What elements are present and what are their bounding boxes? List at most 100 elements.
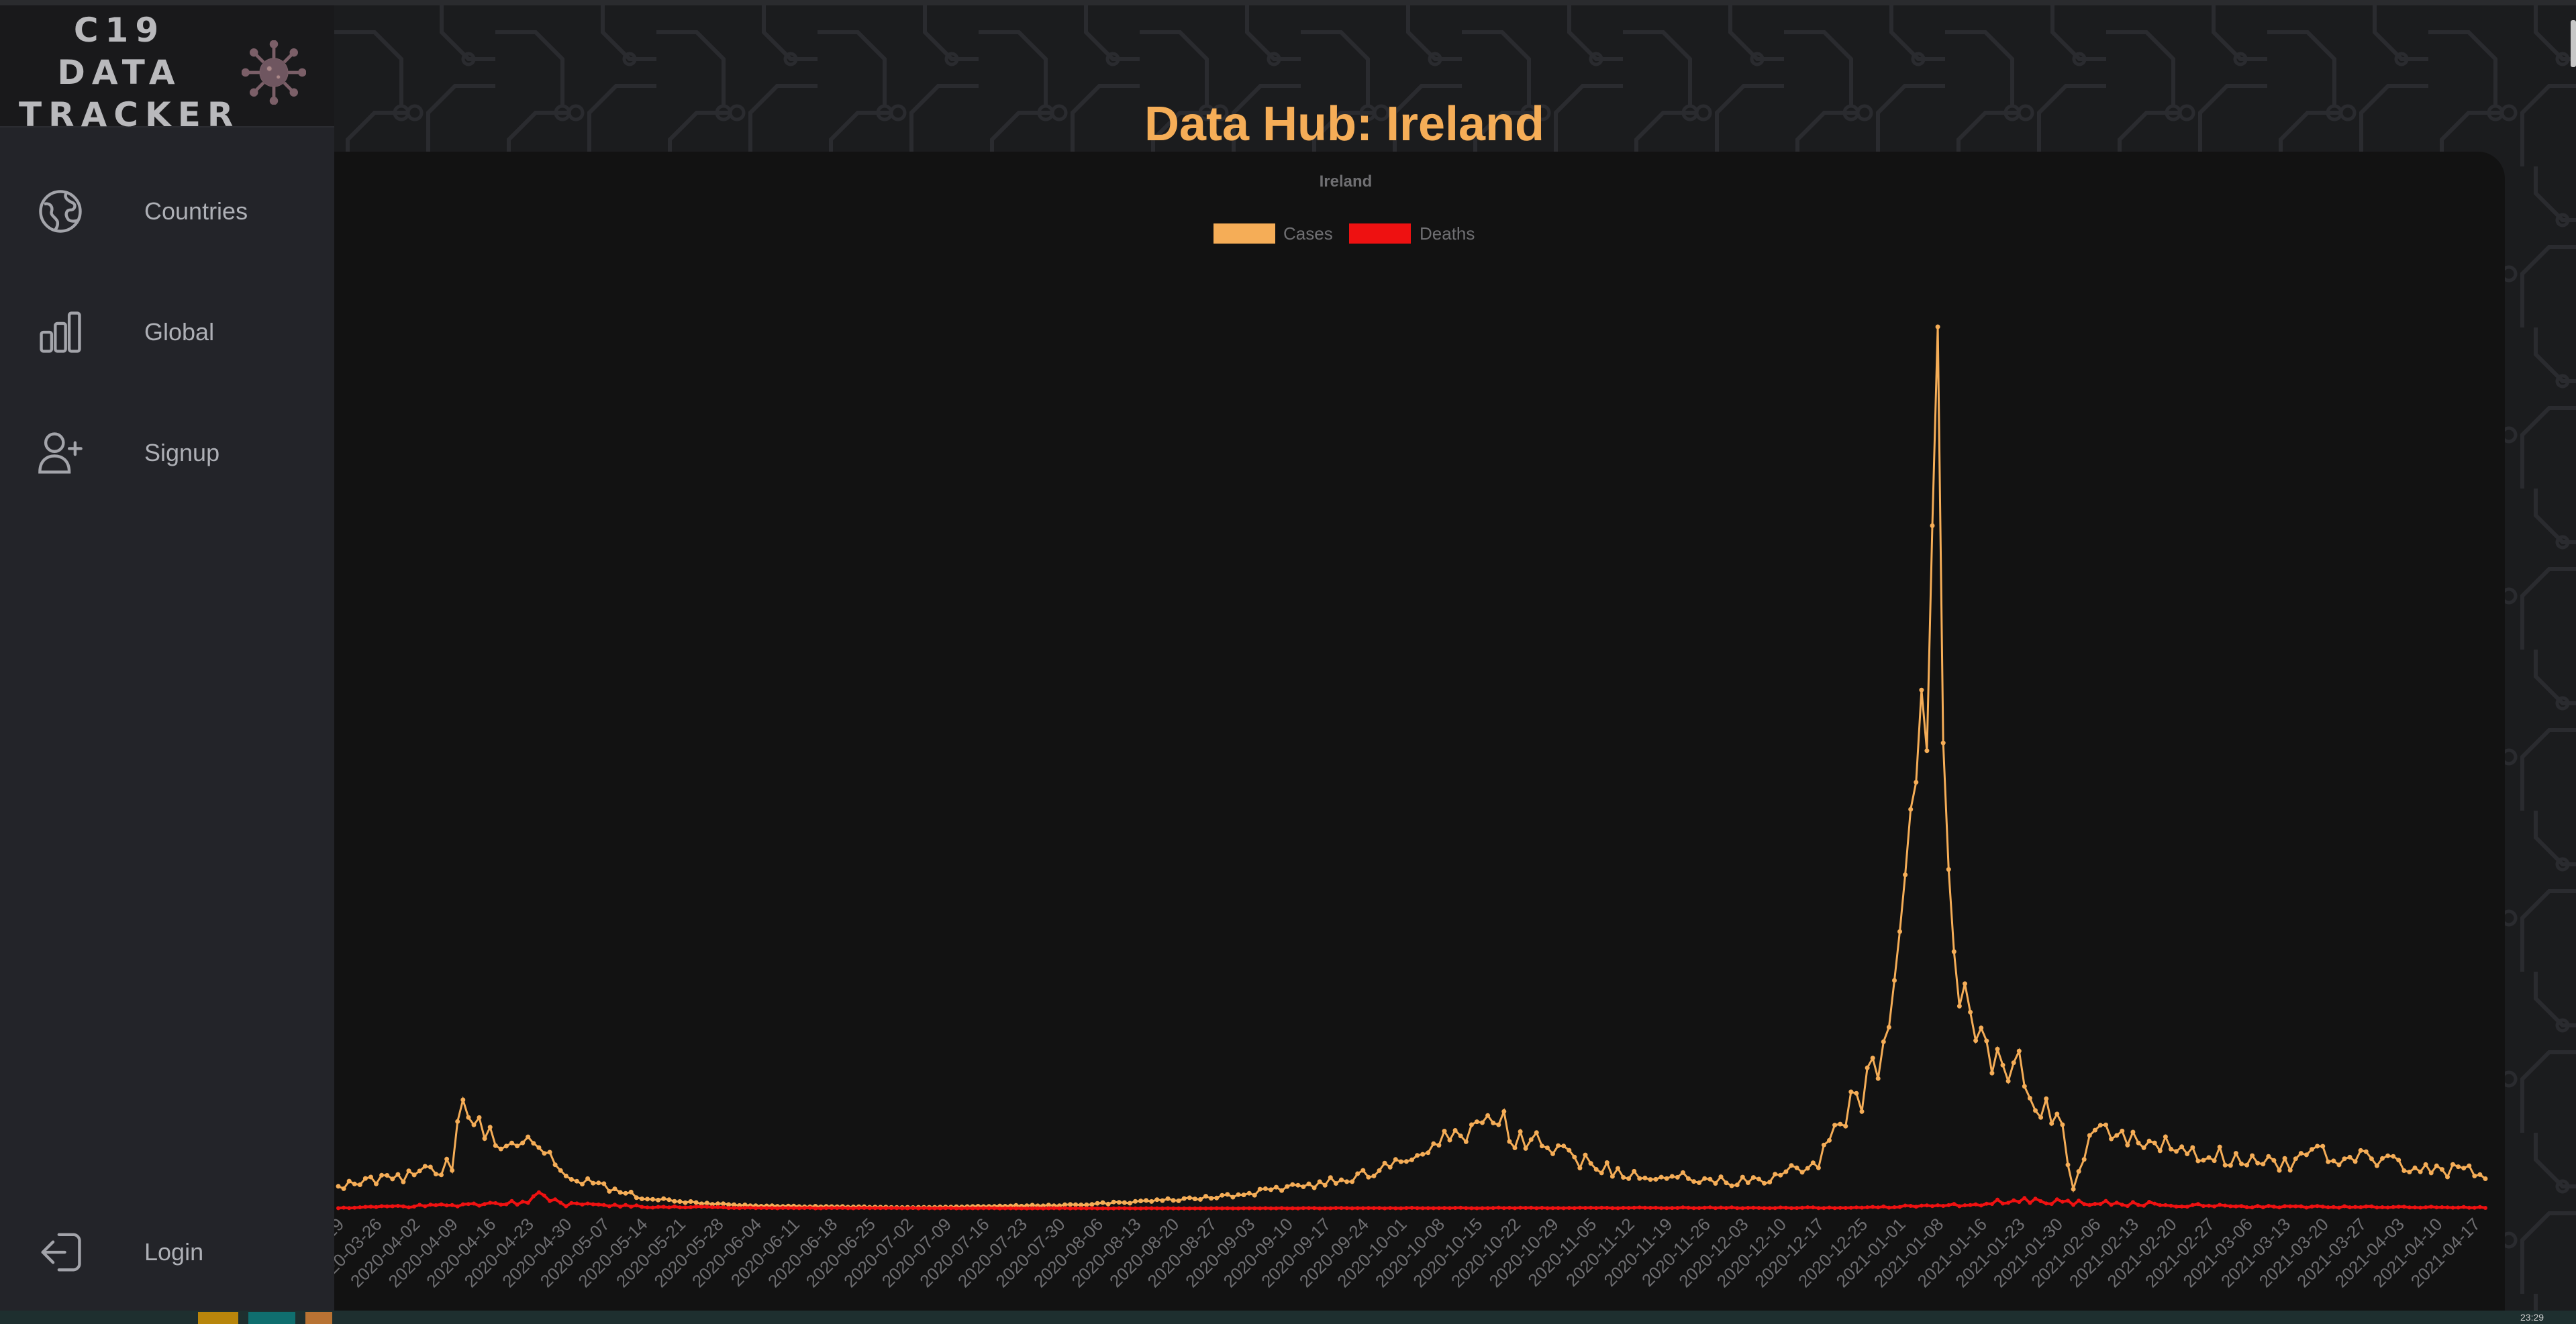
data-point-cases[interactable] (2336, 1162, 2341, 1167)
data-point-cases[interactable] (1924, 748, 1929, 753)
data-point-deaths[interactable] (787, 1206, 791, 1210)
data-point-cases[interactable] (2461, 1166, 2466, 1170)
data-point-cases[interactable] (1941, 741, 1946, 746)
data-point-cases[interactable] (1832, 1123, 1837, 1127)
data-point-deaths[interactable] (2234, 1205, 2238, 1209)
data-point-deaths[interactable] (526, 1201, 530, 1205)
data-point-deaths[interactable] (1209, 1207, 1213, 1211)
data-point-deaths[interactable] (1513, 1206, 1517, 1210)
data-point-deaths[interactable] (971, 1207, 975, 1211)
data-point-deaths[interactable] (1410, 1206, 1414, 1210)
data-point-cases[interactable] (1339, 1178, 1344, 1182)
data-point-deaths[interactable] (591, 1203, 595, 1207)
data-point-deaths[interactable] (928, 1207, 932, 1211)
data-point-cases[interactable] (1751, 1175, 1756, 1180)
data-point-deaths[interactable] (2180, 1205, 2184, 1209)
data-point-deaths[interactable] (2098, 1202, 2102, 1206)
data-point-deaths[interactable] (640, 1205, 644, 1209)
data-point-cases[interactable] (1399, 1160, 1403, 1164)
data-point-cases[interactable] (2038, 1115, 2043, 1120)
data-point-deaths[interactable] (1177, 1207, 1181, 1211)
data-point-deaths[interactable] (1724, 1206, 1728, 1210)
data-point-cases[interactable] (1122, 1201, 1127, 1205)
data-point-deaths[interactable] (1920, 1204, 1924, 1208)
data-point-deaths[interactable] (2478, 1205, 2482, 1209)
data-point-deaths[interactable] (510, 1199, 514, 1203)
data-point-deaths[interactable] (1714, 1206, 1718, 1210)
data-point-deaths[interactable] (488, 1201, 492, 1205)
data-point-deaths[interactable] (1041, 1207, 1045, 1211)
data-point-cases[interactable] (1236, 1192, 1241, 1197)
data-point-cases[interactable] (2028, 1096, 2032, 1101)
data-point-deaths[interactable] (683, 1205, 687, 1209)
data-point-deaths[interactable] (1763, 1206, 1767, 1210)
data-point-deaths[interactable] (1697, 1206, 1701, 1210)
data-point-deaths[interactable] (1475, 1207, 1479, 1211)
data-point-cases[interactable] (1269, 1187, 1273, 1192)
data-point-cases[interactable] (1626, 1176, 1631, 1181)
data-point-deaths[interactable] (2272, 1205, 2276, 1209)
data-point-deaths[interactable] (840, 1206, 844, 1210)
data-point-deaths[interactable] (537, 1190, 541, 1194)
data-point-deaths[interactable] (1524, 1206, 1528, 1210)
data-point-cases[interactable] (645, 1196, 650, 1201)
data-point-deaths[interactable] (835, 1206, 839, 1210)
data-point-deaths[interactable] (879, 1206, 883, 1210)
data-point-deaths[interactable] (933, 1207, 937, 1211)
data-point-deaths[interactable] (1643, 1206, 1647, 1210)
data-point-deaths[interactable] (1301, 1206, 1305, 1210)
data-point-cases[interactable] (2320, 1144, 2325, 1149)
taskbar-app-explorer[interactable] (198, 1312, 238, 1324)
data-point-cases[interactable] (1480, 1121, 1485, 1125)
data-point-cases[interactable] (677, 1199, 682, 1204)
data-point-deaths[interactable] (2316, 1204, 2320, 1208)
data-point-cases[interactable] (1133, 1199, 1138, 1204)
data-point-deaths[interactable] (1687, 1206, 1691, 1210)
data-point-cases[interactable] (407, 1168, 411, 1173)
data-point-deaths[interactable] (1746, 1206, 1750, 1210)
data-point-deaths[interactable] (830, 1206, 834, 1210)
data-point-cases[interactable] (1632, 1169, 1636, 1174)
data-point-deaths[interactable] (504, 1203, 508, 1207)
data-point-cases[interactable] (2472, 1174, 2477, 1178)
data-point-deaths[interactable] (629, 1205, 633, 1209)
data-point-deaths[interactable] (1952, 1202, 1956, 1206)
data-point-deaths[interactable] (803, 1206, 807, 1210)
data-point-deaths[interactable] (1567, 1206, 1571, 1210)
data-point-cases[interactable] (2174, 1149, 2179, 1154)
data-point-deaths[interactable] (1936, 1203, 1940, 1207)
data-point-cases[interactable] (1225, 1192, 1230, 1196)
data-point-cases[interactable] (2348, 1155, 2352, 1160)
data-point-deaths[interactable] (1036, 1207, 1040, 1211)
data-point-cases[interactable] (1529, 1137, 1534, 1142)
data-point-deaths[interactable] (2283, 1204, 2287, 1208)
data-point-cases[interactable] (1957, 1004, 1962, 1009)
data-point-deaths[interactable] (1507, 1206, 1512, 1210)
data-point-cases[interactable] (2098, 1123, 2103, 1127)
data-point-deaths[interactable] (396, 1204, 400, 1208)
data-point-cases[interactable] (1822, 1143, 1826, 1148)
data-point-cases[interactable] (1507, 1139, 1512, 1144)
data-point-deaths[interactable] (1285, 1207, 1289, 1211)
data-point-cases[interactable] (607, 1189, 611, 1194)
data-point-cases[interactable] (640, 1196, 644, 1201)
data-point-deaths[interactable] (895, 1206, 899, 1210)
data-point-cases[interactable] (2375, 1164, 2379, 1168)
data-point-cases[interactable] (1307, 1182, 1311, 1186)
data-point-deaths[interactable] (1111, 1207, 1116, 1211)
data-point-cases[interactable] (395, 1172, 400, 1177)
data-point-deaths[interactable] (401, 1205, 405, 1209)
data-point-deaths[interactable] (1854, 1205, 1859, 1209)
data-point-deaths[interactable] (2201, 1204, 2206, 1208)
data-point-cases[interactable] (1545, 1145, 1550, 1150)
data-point-cases[interactable] (2147, 1139, 2152, 1143)
data-point-cases[interactable] (1154, 1197, 1159, 1202)
data-point-cases[interactable] (580, 1182, 585, 1186)
data-point-deaths[interactable] (466, 1202, 470, 1206)
data-point-deaths[interactable] (369, 1205, 373, 1209)
data-point-cases[interactable] (585, 1176, 590, 1181)
data-point-cases[interactable] (2315, 1144, 2320, 1149)
data-point-deaths[interactable] (2240, 1204, 2244, 1208)
data-point-cases[interactable] (1177, 1199, 1181, 1203)
data-point-cases[interactable] (423, 1164, 428, 1169)
